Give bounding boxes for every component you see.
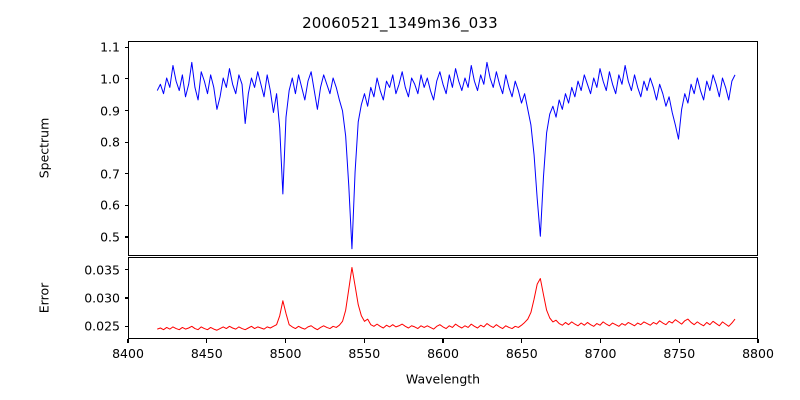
spectrum-y-tick-label: 0.5 (100, 229, 120, 245)
wavelength-tick-label: 8650 (505, 346, 538, 361)
spectrum-y-tick (124, 110, 128, 112)
spectrum-y-tick (124, 78, 128, 80)
wavelength-tick-label: 8750 (663, 346, 696, 361)
wavelength-tick-label: 8800 (742, 346, 774, 361)
x-axis-label: Wavelength (405, 371, 481, 387)
spectrum-plot-area (128, 41, 758, 256)
wavelength-tick (757, 339, 759, 343)
wavelength-tick (678, 339, 680, 343)
spectrum-y-tick-label: 0.9 (100, 103, 120, 119)
error-y-axis-label: Error (36, 282, 52, 314)
error-y-tick-label: 0.030 (84, 290, 120, 306)
spectrum-y-tick-label: 0.8 (100, 134, 120, 150)
error-y-tick (124, 325, 128, 328)
spectrum-y-tick-label: 0.6 (100, 197, 120, 213)
error-plot-area (128, 257, 758, 339)
spectrum-y-tick-label: 1.0 (100, 71, 120, 87)
wavelength-tick (363, 339, 365, 343)
spectrum-y-tick (124, 46, 128, 48)
error-line-series (129, 258, 757, 338)
spectrum-line-series (129, 42, 757, 255)
spectrum-y-tick (124, 173, 128, 175)
wavelength-tick (521, 339, 523, 343)
wavelength-tick-label: 8400 (112, 346, 144, 361)
spectrum-y-tick (124, 204, 128, 206)
spectrum-y-tick-label: 1.1 (100, 39, 120, 55)
spectrum-y-tick-label: 0.7 (100, 166, 120, 182)
wavelength-tick-label: 8450 (190, 346, 223, 361)
wavelength-tick-label: 8600 (427, 346, 459, 361)
wavelength-tick (284, 339, 287, 343)
spectrum-y-axis-label: Spectrum (36, 117, 52, 179)
wavelength-tick-label: 8700 (584, 346, 617, 361)
wavelength-tick (599, 339, 602, 343)
wavelength-tick-label: 8550 (348, 346, 381, 361)
wavelength-tick (442, 339, 444, 343)
spectrum-y-tick (124, 236, 128, 238)
error-y-tick-label: 0.035 (84, 262, 120, 278)
chart-title: 20060521_1349m36_033 (302, 14, 498, 32)
wavelength-tick-label: 8500 (269, 346, 302, 361)
wavelength-tick (127, 339, 129, 343)
error-y-tick-label: 0.025 (84, 318, 120, 334)
wavelength-tick (206, 339, 208, 343)
error-y-tick (124, 297, 128, 299)
spectrum-y-tick (124, 141, 128, 143)
error-y-tick (124, 268, 128, 271)
